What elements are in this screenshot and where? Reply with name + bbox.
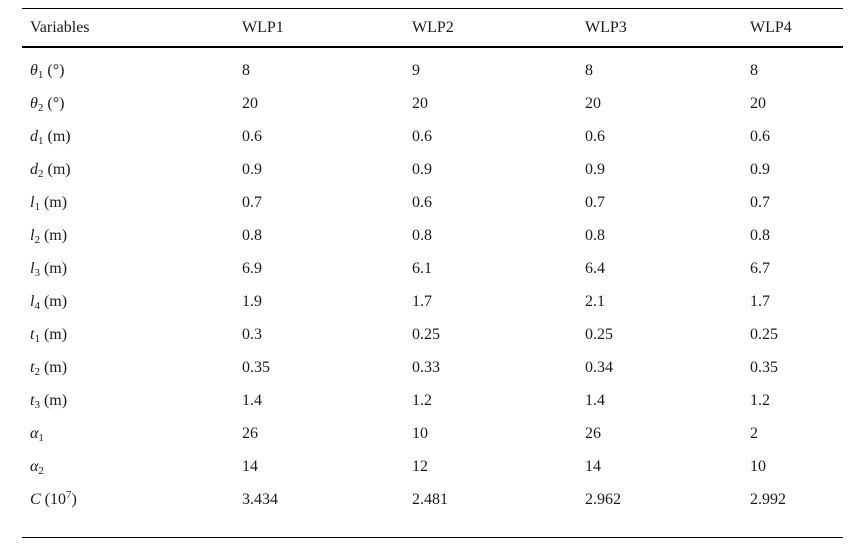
table-header: Variables WLP1 WLP2 WLP3 WLP4 <box>22 8 843 48</box>
variable-label: t1 (m) <box>30 325 68 345</box>
value-cell: 20 <box>412 94 428 112</box>
value-cell: 0.35 <box>750 358 778 376</box>
value-cell: 0.25 <box>412 325 440 343</box>
value-cell: 0.6 <box>412 127 432 145</box>
variable-label: l3 (m) <box>30 259 68 279</box>
parameters-table: Variables WLP1 WLP2 WLP3 WLP4 θ1 (°) 8 9 8 8 θ2 (… <box>22 8 843 538</box>
table-row: l2 (m) 0.8 0.8 0.8 0.8 <box>22 219 843 252</box>
value-cell: 2.992 <box>750 490 786 508</box>
value-cell: 0.35 <box>242 358 270 376</box>
table-row: t2 (m) 0.35 0.33 0.34 0.35 <box>22 351 843 384</box>
value-cell: 0.8 <box>412 226 432 244</box>
value-cell: 0.6 <box>412 193 432 211</box>
table-row: d2 (m) 0.9 0.9 0.9 0.9 <box>22 153 843 186</box>
value-cell: 8 <box>585 61 593 79</box>
value-cell: 0.6 <box>585 127 605 145</box>
parameters-table-container: Variables WLP1 WLP2 WLP3 WLP4 θ1 (°) 8 9 8 8 θ2 (… <box>22 8 843 538</box>
table-body: θ1 (°) 8 9 8 8 θ2 (°) 20 20 20 20 d1 (m) 0.6 0.6 0.6 0… <box>22 47 843 538</box>
variable-label: t3 (m) <box>30 391 68 411</box>
value-cell: 2 <box>750 424 758 442</box>
value-cell: 14 <box>585 457 601 475</box>
variable-label: l1 (m) <box>30 193 68 213</box>
table-row: θ2 (°) 20 20 20 20 <box>22 87 843 120</box>
table-row: t1 (m) 0.3 0.25 0.25 0.25 <box>22 318 843 351</box>
value-cell: 6.9 <box>242 259 262 277</box>
value-cell: 0.25 <box>585 325 613 343</box>
variable-label: d2 (m) <box>30 160 71 180</box>
value-cell: 0.6 <box>242 127 262 145</box>
header-row: Variables WLP1 WLP2 WLP3 WLP4 <box>22 8 843 48</box>
variable-label: θ1 (°) <box>30 61 65 81</box>
value-cell: 20 <box>242 94 258 112</box>
variable-label: l4 (m) <box>30 292 68 312</box>
table-row: α1 26 10 26 2 <box>22 417 843 450</box>
table-row: l3 (m) 6.9 6.1 6.4 6.7 <box>22 252 843 285</box>
value-cell: 1.2 <box>750 391 770 409</box>
value-cell: 0.9 <box>412 160 432 178</box>
column-header-wlp4: WLP4 <box>750 8 843 48</box>
value-cell: 1.2 <box>412 391 432 409</box>
value-cell: 0.33 <box>412 358 440 376</box>
table-row: C (107) 3.434 2.481 2.962 2.992 <box>22 483 843 538</box>
value-cell: 0.25 <box>750 325 778 343</box>
value-cell: 8 <box>242 61 250 79</box>
value-cell: 1.4 <box>242 391 262 409</box>
value-cell: 0.7 <box>585 193 605 211</box>
value-cell: 1.7 <box>412 292 432 310</box>
table-row: l1 (m) 0.7 0.6 0.7 0.7 <box>22 186 843 219</box>
value-cell: 0.8 <box>750 226 770 244</box>
value-cell: 8 <box>750 61 758 79</box>
value-cell: 0.7 <box>750 193 770 211</box>
value-cell: 0.9 <box>750 160 770 178</box>
variable-label: d1 (m) <box>30 127 71 147</box>
value-cell: 10 <box>412 424 428 442</box>
value-cell: 0.8 <box>585 226 605 244</box>
column-header-variables: Variables <box>22 8 242 48</box>
table-row: l4 (m) 1.9 1.7 2.1 1.7 <box>22 285 843 318</box>
value-cell: 3.434 <box>242 490 278 508</box>
value-cell: 2.1 <box>585 292 605 310</box>
value-cell: 0.8 <box>242 226 262 244</box>
value-cell: 12 <box>412 457 428 475</box>
value-cell: 9 <box>412 61 420 79</box>
table-row: θ1 (°) 8 9 8 8 <box>22 47 843 87</box>
value-cell: 10 <box>750 457 766 475</box>
value-cell: 6.1 <box>412 259 432 277</box>
value-cell: 0.9 <box>242 160 262 178</box>
variable-label: α1 <box>30 424 44 444</box>
table-row: α2 14 12 14 10 <box>22 450 843 483</box>
table-row: t3 (m) 1.4 1.2 1.4 1.2 <box>22 384 843 417</box>
table-row: d1 (m) 0.6 0.6 0.6 0.6 <box>22 120 843 153</box>
value-cell: 1.9 <box>242 292 262 310</box>
value-cell: 0.9 <box>585 160 605 178</box>
column-header-wlp3: WLP3 <box>585 8 750 48</box>
value-cell: 26 <box>585 424 601 442</box>
value-cell: 20 <box>750 94 766 112</box>
value-cell: 6.7 <box>750 259 770 277</box>
value-cell: 1.4 <box>585 391 605 409</box>
value-cell: 0.34 <box>585 358 613 376</box>
variable-label: C (107) <box>30 488 77 508</box>
variable-label: l2 (m) <box>30 226 68 246</box>
value-cell: 2.481 <box>412 490 448 508</box>
value-cell: 20 <box>585 94 601 112</box>
variable-label: θ2 (°) <box>30 94 65 114</box>
value-cell: 14 <box>242 457 258 475</box>
value-cell: 0.3 <box>242 325 262 343</box>
value-cell: 0.7 <box>242 193 262 211</box>
variable-label: t2 (m) <box>30 358 68 378</box>
column-header-wlp2: WLP2 <box>412 8 585 48</box>
value-cell: 0.6 <box>750 127 770 145</box>
value-cell: 2.962 <box>585 490 621 508</box>
variable-label: α2 <box>30 457 44 477</box>
value-cell: 1.7 <box>750 292 770 310</box>
column-header-wlp1: WLP1 <box>242 8 412 48</box>
value-cell: 26 <box>242 424 258 442</box>
value-cell: 6.4 <box>585 259 605 277</box>
